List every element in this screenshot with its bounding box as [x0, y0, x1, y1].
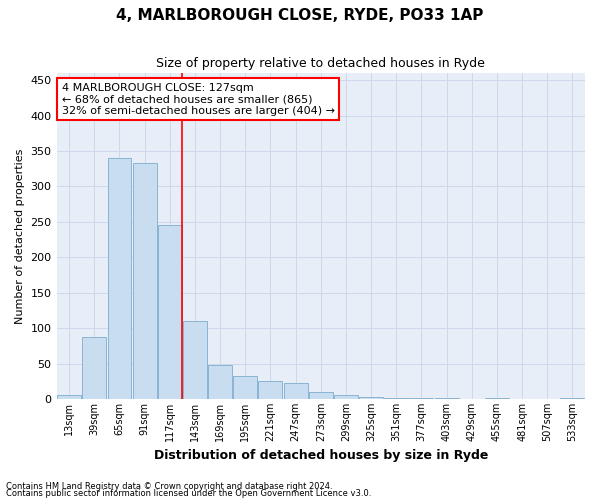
- Title: Size of property relative to detached houses in Ryde: Size of property relative to detached ho…: [157, 58, 485, 70]
- Bar: [434, 398, 458, 399]
- Text: 4, MARLBOROUGH CLOSE, RYDE, PO33 1AP: 4, MARLBOROUGH CLOSE, RYDE, PO33 1AP: [116, 8, 484, 22]
- Bar: [82, 338, 106, 399]
- Text: Contains public sector information licensed under the Open Government Licence v3: Contains public sector information licen…: [6, 489, 371, 498]
- Bar: [233, 376, 257, 399]
- Bar: [183, 321, 207, 399]
- Text: 4 MARLBOROUGH CLOSE: 127sqm
← 68% of detached houses are smaller (865)
32% of se: 4 MARLBOROUGH CLOSE: 127sqm ← 68% of det…: [62, 83, 335, 116]
- Bar: [133, 163, 157, 399]
- Text: Contains HM Land Registry data © Crown copyright and database right 2024.: Contains HM Land Registry data © Crown c…: [6, 482, 332, 491]
- X-axis label: Distribution of detached houses by size in Ryde: Distribution of detached houses by size …: [154, 450, 488, 462]
- Bar: [409, 398, 433, 399]
- Bar: [107, 158, 131, 399]
- Bar: [309, 392, 333, 399]
- Bar: [359, 397, 383, 399]
- Bar: [334, 396, 358, 399]
- Bar: [560, 398, 584, 399]
- Bar: [259, 382, 283, 399]
- Bar: [385, 398, 408, 399]
- Y-axis label: Number of detached properties: Number of detached properties: [15, 148, 25, 324]
- Bar: [208, 365, 232, 399]
- Bar: [57, 395, 81, 399]
- Bar: [284, 384, 308, 399]
- Bar: [158, 226, 182, 399]
- Bar: [485, 398, 509, 399]
